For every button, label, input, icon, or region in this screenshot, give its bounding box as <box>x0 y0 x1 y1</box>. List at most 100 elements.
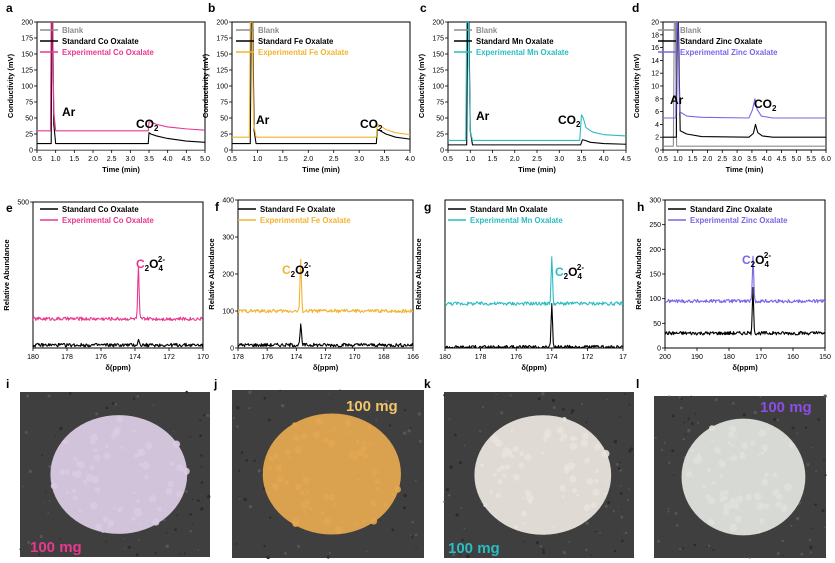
photo-texture <box>791 426 795 430</box>
photo-texture <box>667 507 670 510</box>
photo-texture <box>379 519 382 521</box>
powder-grain <box>728 431 735 438</box>
powder-grain <box>314 432 317 436</box>
photo-texture <box>154 551 157 554</box>
y-tick-label: 18 <box>651 32 659 39</box>
y-tick-label: 2 <box>655 135 659 142</box>
photo-texture <box>105 540 107 543</box>
photo-texture <box>667 510 670 513</box>
powder-grain <box>708 497 716 505</box>
powder-grain <box>353 523 357 527</box>
y-tick-label: 6 <box>655 109 659 116</box>
powder-grain <box>595 469 600 473</box>
photo-texture <box>114 402 118 406</box>
powder-grain <box>133 507 139 513</box>
x-tick-label: 4.5 <box>621 156 631 163</box>
plot-area <box>448 22 626 150</box>
photo-texture <box>202 413 206 417</box>
photo-texture <box>407 429 411 433</box>
y-tick-label: 50 <box>220 116 228 123</box>
powder-grain <box>541 451 545 455</box>
x-tick-label: 172 <box>582 354 594 361</box>
photo-panel-j: j 100 mg <box>213 377 424 560</box>
annotation: CO2 <box>558 113 581 129</box>
powder-grain <box>483 503 488 508</box>
photo-texture <box>478 430 482 433</box>
y-tick-label: 50 <box>653 321 661 328</box>
powder-grain <box>345 432 348 436</box>
y-tick-label: 125 <box>432 68 444 75</box>
photo-texture <box>509 394 512 397</box>
chart-panel-f: f 178 176 174 172 170 168 166 0 100 200 300 400 δ(ppm… <box>207 198 419 373</box>
powder-grain <box>497 479 503 485</box>
powder-grain <box>576 493 580 497</box>
powder-grain <box>512 445 519 452</box>
x-tick-label: 176 <box>261 354 273 361</box>
panel-letter-b: b <box>208 1 215 15</box>
photo-texture <box>707 544 711 548</box>
powder-grain <box>590 502 597 509</box>
photo-texture <box>414 533 418 537</box>
powder-grain <box>103 452 111 460</box>
x-tick-label: 4.0 <box>762 156 772 163</box>
x-tick-label: 190 <box>691 354 703 361</box>
x-tick-label: 6.0 <box>821 156 831 163</box>
powder-grain <box>775 501 782 508</box>
photo-texture <box>38 535 40 537</box>
x-tick-label: 172 <box>320 354 332 361</box>
powder-grain <box>524 453 532 461</box>
photo-texture <box>714 398 718 402</box>
powder-grain <box>332 426 336 431</box>
powder-grain <box>734 515 742 523</box>
powder-grain <box>753 492 762 501</box>
x-tick-label: 5.5 <box>806 156 816 163</box>
powder-grain <box>135 499 140 504</box>
photo-texture <box>59 426 63 431</box>
photo-texture <box>206 414 210 418</box>
photo-texture <box>279 389 281 392</box>
powder-grain <box>133 453 139 459</box>
photo-texture <box>47 511 50 514</box>
photo-texture <box>447 493 451 497</box>
x-tick-label: 1.0 <box>673 156 683 163</box>
powder-grain <box>724 490 729 495</box>
photo-texture <box>542 548 545 551</box>
y-tick-label: 10 <box>651 84 659 91</box>
photo-texture <box>542 551 546 554</box>
plot-frame <box>444 199 624 349</box>
photo-texture <box>38 553 41 556</box>
photo-texture <box>599 531 601 534</box>
photo-texture <box>326 555 330 559</box>
y-tick-label: 50 <box>25 116 33 123</box>
x-tick-label: 5.0 <box>791 156 801 163</box>
photo-texture <box>619 461 622 463</box>
photo-texture <box>39 534 43 539</box>
powder-grain <box>574 437 578 441</box>
photo-texture <box>495 392 498 395</box>
photo-texture <box>135 553 139 557</box>
plot-area <box>665 255 825 336</box>
x-tick-label: 2.0 <box>303 156 313 163</box>
legend-label: Standard Fe Oxalate <box>260 205 336 214</box>
photo-texture <box>742 413 746 417</box>
photo-texture <box>199 434 202 438</box>
x-tick-label: 180 <box>723 354 735 361</box>
photo-texture <box>199 419 202 422</box>
photo-texture <box>660 448 664 451</box>
photo-texture <box>815 470 818 473</box>
powder-grain <box>499 464 506 470</box>
powder-grain <box>709 425 715 432</box>
powder-grain <box>137 448 145 456</box>
powder-grain <box>758 429 766 437</box>
photo-texture <box>628 403 631 406</box>
photo-texture <box>263 544 266 548</box>
legend-label: Experimental Mn Oxalate <box>470 216 563 225</box>
photo-texture <box>26 394 30 398</box>
powder-grain <box>710 520 715 525</box>
photo-texture <box>759 395 762 399</box>
powder-grain <box>580 439 589 448</box>
y-tick-label: 0 <box>230 346 234 353</box>
photo-texture <box>197 549 200 552</box>
x-axis-label: Time (min) <box>102 165 140 174</box>
